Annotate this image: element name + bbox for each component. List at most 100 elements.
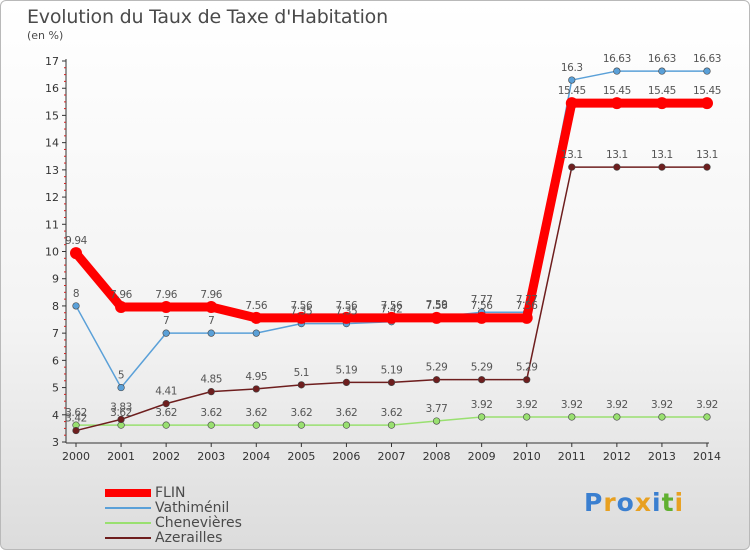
legend-swatch-vathimenil (105, 507, 151, 509)
data-point-vathimenil (613, 67, 621, 75)
data-label-flin: 7.96 (155, 289, 177, 301)
x-tick-label: 2001 (107, 450, 135, 463)
y-tick-label: 4 (52, 409, 59, 422)
data-label-vathimenil: 7.59 (426, 299, 448, 311)
data-label-flin: 15.45 (648, 85, 676, 97)
legend-swatch-azerailles (105, 537, 151, 539)
x-tick-label: 2010 (513, 450, 541, 463)
y-tick-label: 13 (45, 164, 59, 177)
data-label-azerailles: 5.29 (426, 362, 448, 374)
data-label-vathimenil: 7 (163, 315, 169, 327)
data-point-azerailles (72, 426, 80, 435)
data-label-chenevieres: 3.62 (110, 407, 132, 419)
data-point-chenevieres (523, 413, 531, 421)
data-label-chenevieres: 3.92 (606, 399, 628, 411)
data-label-chenevieres: 3.77 (426, 403, 448, 415)
y-tick-label: 7 (52, 327, 59, 340)
data-label-vathimenil: 7.77 (471, 294, 493, 306)
data-point-vathimenil (72, 302, 80, 310)
data-label-azerailles: 5.29 (516, 362, 538, 374)
data-label-chenevieres: 3.62 (381, 407, 403, 419)
x-tick-label: 2005 (287, 450, 315, 463)
logo-letter: x (634, 488, 652, 517)
data-point-chenevieres (613, 413, 621, 421)
data-label-flin: 9.94 (65, 235, 87, 247)
data-point-chenevieres (252, 421, 260, 429)
data-label-chenevieres: 3.62 (200, 407, 222, 419)
data-point-azerailles (387, 378, 396, 387)
data-point-azerailles (478, 376, 486, 384)
data-point-azerailles (252, 385, 260, 393)
data-label-chenevieres: 3.62 (245, 407, 267, 419)
data-label-azerailles: 5.19 (381, 364, 403, 376)
data-label-flin: 7.96 (110, 289, 132, 301)
x-tick-label: 2013 (648, 450, 676, 463)
data-point-flin (655, 97, 668, 110)
data-point-vathimenil (658, 67, 666, 75)
data-label-chenevieres: 3.92 (561, 399, 583, 411)
x-tick-label: 2003 (197, 450, 225, 463)
data-label-vathimenil: 16.63 (603, 53, 631, 65)
data-label-vathimenil: 16.63 (648, 53, 676, 65)
proxiti-logo: Proxiti (584, 488, 684, 517)
data-label-flin: 15.45 (603, 85, 631, 97)
x-tick-label: 2011 (558, 450, 586, 463)
data-label-vathimenil: 7.35 (290, 306, 312, 318)
y-tick-label: 3 (52, 436, 59, 449)
data-point-flin (250, 311, 263, 324)
data-label-chenevieres: 3.92 (651, 399, 673, 411)
y-tick-label: 17 (45, 55, 59, 68)
legend-item-vathimenil: Vathiménil (105, 500, 305, 516)
data-point-flin (610, 97, 623, 110)
data-point-flin (160, 301, 173, 314)
data-label-flin: 7.56 (336, 300, 358, 312)
chart-unit-label: (en %) (27, 29, 64, 42)
data-point-flin (70, 247, 82, 260)
data-label-flin: 7.56 (245, 300, 267, 312)
data-point-chenevieres (297, 421, 305, 429)
data-label-vathimenil: 7.35 (336, 306, 358, 318)
data-point-vathimenil (252, 329, 260, 337)
data-point-azerailles (162, 400, 170, 408)
data-point-azerailles (568, 163, 576, 171)
data-point-flin (205, 301, 218, 314)
logo-letter: o (616, 488, 635, 517)
data-label-azerailles: 13.1 (561, 149, 583, 161)
data-point-chenevieres (658, 413, 666, 421)
data-label-flin: 15.45 (693, 85, 721, 97)
data-label-vathimenil: 7 (208, 315, 214, 327)
data-label-chenevieres: 3.92 (471, 399, 493, 411)
legend-swatch-flin (105, 489, 151, 497)
data-label-flin: 7.56 (426, 300, 448, 312)
y-tick-label: 8 (52, 300, 59, 313)
y-tick-label: 9 (52, 273, 59, 286)
data-label-flin: 15.45 (558, 85, 586, 97)
data-point-vathimenil (703, 67, 711, 75)
data-point-flin (565, 97, 578, 110)
data-point-chenevieres (387, 421, 396, 429)
data-point-azerailles (432, 376, 441, 384)
x-tick-label: 2004 (242, 450, 270, 463)
data-point-chenevieres (207, 421, 215, 429)
legend-label-azerailles: Azerailles (155, 530, 223, 546)
logo-letter: i (652, 488, 662, 517)
data-label-chenevieres: 3.62 (155, 407, 177, 419)
y-tick-label: 12 (45, 191, 59, 204)
x-tick-label: 2014 (693, 450, 721, 463)
data-label-vathimenil: 16.63 (693, 53, 721, 65)
data-label-flin: 7.56 (290, 300, 312, 312)
data-point-flin (385, 311, 398, 324)
data-point-flin (475, 311, 488, 324)
data-label-chenevieres: 3.62 (336, 407, 358, 419)
logo-letter: r (603, 488, 617, 517)
data-label-azerailles: 4.95 (245, 371, 267, 383)
data-point-chenevieres (162, 421, 170, 429)
series-line-flin (72, 98, 707, 323)
data-point-azerailles (297, 381, 305, 389)
data-label-flin: 7.56 (381, 300, 403, 312)
x-tick-label: 2007 (378, 450, 406, 463)
logo-letter: t (661, 488, 675, 517)
data-point-azerailles (613, 163, 621, 171)
